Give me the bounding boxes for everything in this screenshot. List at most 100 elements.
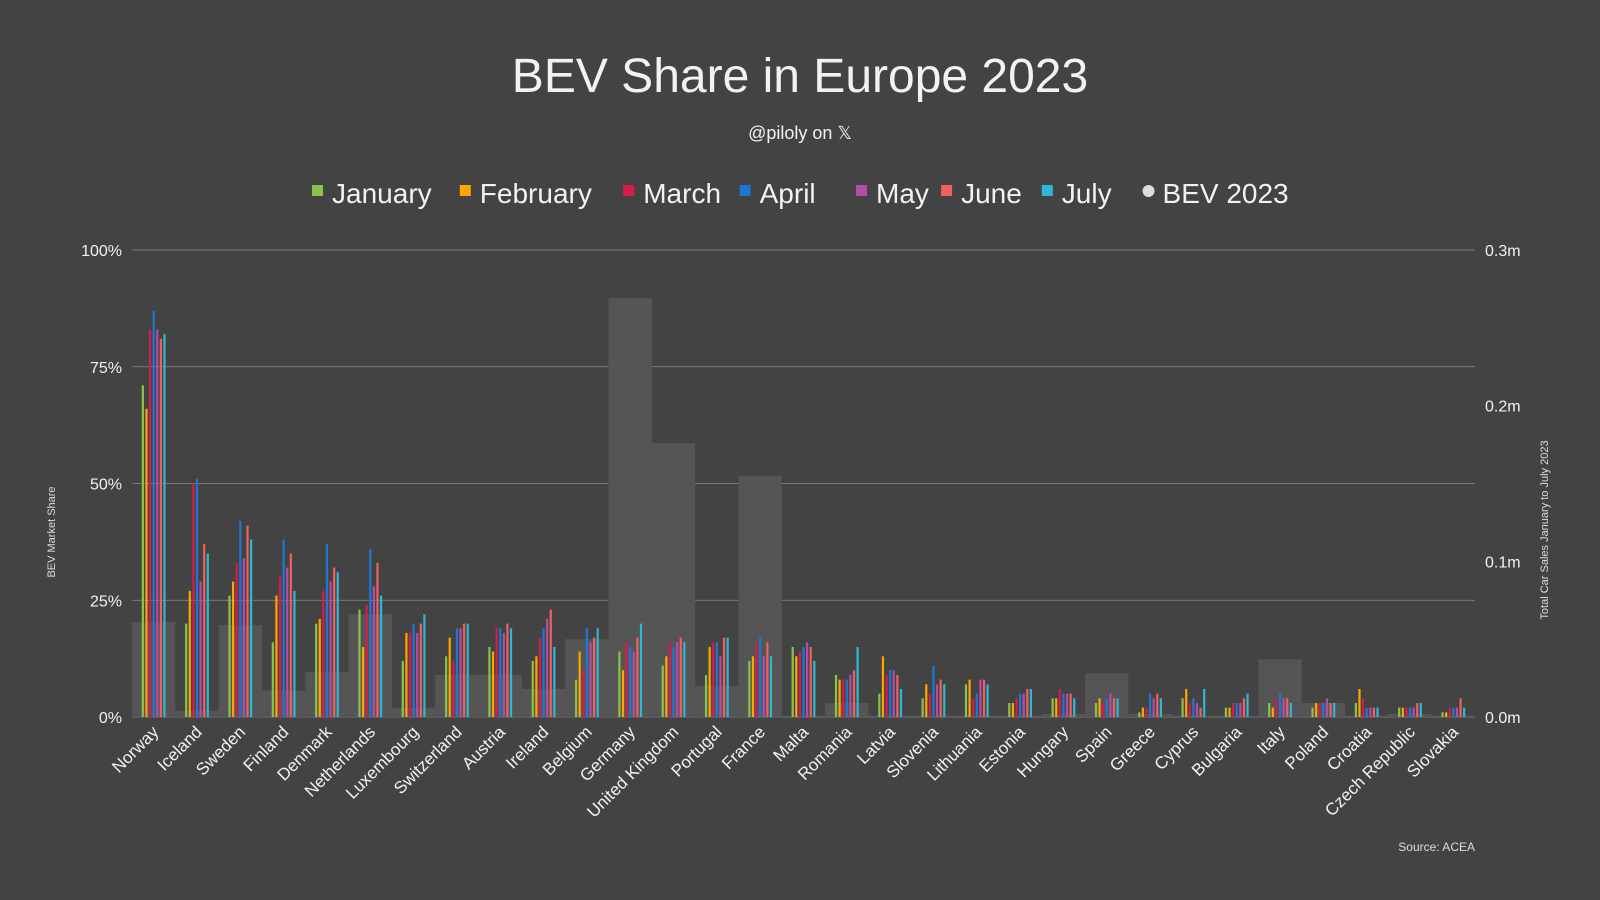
share-bar [506, 623, 509, 717]
legend-marker [739, 185, 751, 196]
share-bar [1441, 712, 1444, 717]
share-bar [1318, 702, 1321, 717]
share-bar [275, 595, 278, 717]
share-bar [329, 581, 332, 717]
y-axis-ticks: 0% 25% 50% 75% 100% [81, 243, 122, 727]
share-bar [1148, 693, 1152, 717]
legend-item[interactable]: February [459, 178, 592, 209]
legend-item[interactable]: April [739, 178, 816, 209]
share-bar [1029, 688, 1033, 717]
share-bar [589, 642, 592, 717]
share-bar [896, 674, 899, 717]
share-bar [661, 665, 664, 717]
share-bar [1271, 707, 1274, 717]
share-bar [445, 656, 448, 717]
share-bar [1145, 707, 1148, 717]
share-bar [885, 674, 888, 717]
legend-marker [856, 185, 868, 196]
share-bar [1055, 698, 1058, 717]
share-bar [632, 651, 635, 717]
share-bar [1398, 707, 1401, 717]
share-bar [1315, 702, 1318, 717]
share-bar [1065, 693, 1069, 717]
share-bar [1329, 702, 1332, 717]
share-bar [618, 651, 621, 717]
share-bar [361, 646, 365, 717]
legend-marker [1041, 185, 1053, 196]
legend-label: January [332, 178, 432, 209]
share-bar [1098, 698, 1101, 717]
share-bar [538, 637, 542, 717]
share-bar [1203, 688, 1206, 717]
x-tick-label: France [718, 722, 769, 773]
share-bar [748, 660, 751, 717]
legend-item[interactable]: January [312, 178, 432, 209]
share-bar [495, 628, 498, 717]
share-bar [1152, 698, 1155, 717]
share-bar [1026, 688, 1029, 717]
share-bar [509, 628, 513, 717]
share-bar [715, 642, 718, 717]
share-bar [232, 581, 235, 717]
share-bar [809, 646, 812, 717]
share-bar [1358, 688, 1361, 717]
share-bar [834, 674, 838, 717]
share-bar [1365, 707, 1368, 717]
x-tick-label: Austria [458, 722, 509, 773]
share-bar [1195, 702, 1199, 717]
legend-item[interactable]: BEV 2023 [1142, 178, 1289, 209]
share-bar [881, 656, 885, 717]
legend-item[interactable]: July [1041, 178, 1112, 209]
share-bar [708, 646, 711, 717]
share-bar [892, 670, 895, 717]
share-bar [1333, 702, 1336, 717]
share-bar [899, 688, 903, 717]
share-bar [1286, 698, 1289, 717]
share-bar [852, 670, 856, 717]
legend-item[interactable]: June [941, 178, 1022, 209]
share-bar [795, 656, 798, 717]
share-bar [416, 632, 419, 717]
share-bar [152, 310, 155, 717]
share-bar [531, 660, 534, 717]
share-bar [1008, 702, 1011, 717]
share-bar [578, 651, 581, 717]
share-bar [582, 670, 585, 717]
share-bar [1448, 707, 1451, 717]
legend-label: March [643, 178, 721, 209]
share-bar [242, 558, 246, 717]
share-bar [1455, 707, 1459, 717]
share-bar [889, 670, 892, 717]
legend-label: June [961, 178, 1022, 209]
share-bar [838, 679, 841, 717]
share-bar [195, 478, 199, 717]
share-bar [1235, 702, 1238, 717]
y2-tick-label: 0.1m [1485, 554, 1521, 571]
share-bar [1181, 698, 1184, 717]
share-bar [148, 329, 152, 717]
share-bar [762, 656, 765, 717]
legend: January February March April May June July BEV … [312, 178, 1289, 209]
share-bar [1401, 707, 1404, 717]
legend-label: BEV 2023 [1163, 178, 1289, 209]
share-bar [365, 604, 368, 717]
share-bar [975, 693, 978, 717]
share-bar [636, 637, 639, 717]
share-bar [665, 656, 668, 717]
share-bar [553, 646, 556, 717]
share-bar [1011, 702, 1015, 717]
legend-label: May [876, 178, 929, 209]
share-bar [145, 408, 148, 717]
share-bar [1419, 702, 1422, 717]
share-bar [1361, 698, 1365, 717]
share-bar [1112, 698, 1116, 717]
share-bar [935, 684, 939, 717]
share-bar [293, 590, 296, 717]
y-tick-label: 75% [90, 360, 122, 377]
share-bar [542, 628, 545, 717]
share-bar [982, 679, 986, 717]
legend-item[interactable]: May [856, 178, 929, 209]
share-bar [683, 642, 686, 717]
legend-item[interactable]: March [623, 178, 721, 209]
